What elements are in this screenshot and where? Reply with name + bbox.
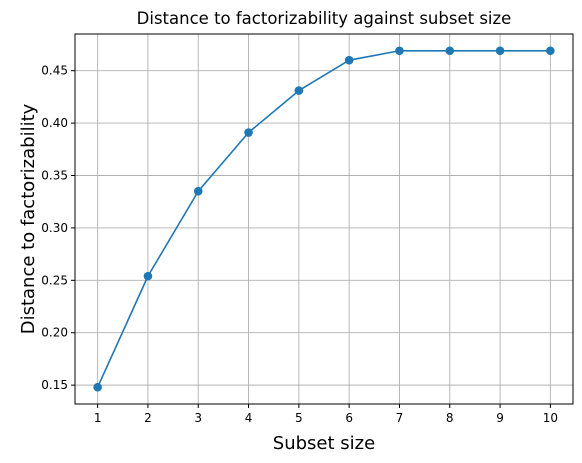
data-point xyxy=(395,46,404,56)
chart-title: Distance to factorizability against subs… xyxy=(137,9,512,28)
data-point xyxy=(546,46,555,56)
x-tick-label: 2 xyxy=(144,411,152,425)
y-axis-label: Distance to factorizability xyxy=(18,103,39,334)
plot-frame xyxy=(74,33,574,405)
x-axis-label: Subset size xyxy=(273,433,375,454)
axis-ticks: 1 2 3 4 5 6 7 8 9 10 0.15 0.20 0.25 0.30 0.35 0.40 0.45 xyxy=(41,64,558,425)
x-tick-label: 8 xyxy=(446,411,454,425)
y-tick-label: 0.35 xyxy=(41,169,68,183)
x-tick-label: 1 xyxy=(94,411,102,425)
data-point xyxy=(344,55,354,65)
x-tick-label: 7 xyxy=(396,411,404,425)
data-point xyxy=(143,271,153,281)
data-point xyxy=(445,46,455,56)
data-point xyxy=(93,382,102,392)
data-point xyxy=(193,186,203,196)
y-tick-label: 0.25 xyxy=(41,273,68,287)
series-line xyxy=(96,49,551,388)
y-tick-label: 0.45 xyxy=(41,64,68,78)
data-point xyxy=(495,46,505,56)
y-tick-label: 0.15 xyxy=(41,378,68,392)
grid-lines xyxy=(75,34,573,404)
x-tick-label: 10 xyxy=(543,411,558,425)
y-tick-label: 0.40 xyxy=(41,116,68,130)
x-tick-label: 6 xyxy=(345,411,353,425)
y-tick-label: 0.30 xyxy=(41,221,68,235)
data-point xyxy=(244,128,253,137)
x-tick-label: 4 xyxy=(245,411,253,425)
series-group xyxy=(93,46,555,392)
x-tick-label: 9 xyxy=(496,411,504,425)
x-tick-label: 5 xyxy=(295,411,303,425)
data-point xyxy=(294,86,304,95)
x-tick-label: 3 xyxy=(194,411,202,425)
y-tick-label: 0.20 xyxy=(41,326,68,340)
